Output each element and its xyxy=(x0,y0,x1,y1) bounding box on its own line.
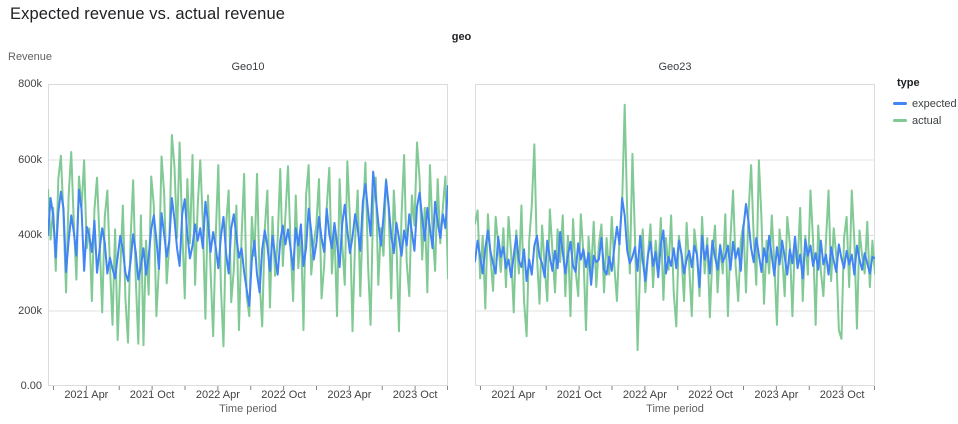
legend-item-label: actual xyxy=(912,114,942,127)
actual-line xyxy=(475,103,875,352)
expected-line xyxy=(475,197,875,289)
x-tick-label: 2023 Oct xyxy=(392,389,438,401)
x-tick-label: 2022 Apr xyxy=(195,389,240,401)
legend-item-label: expected xyxy=(912,97,957,110)
line-chart-panel xyxy=(48,84,448,390)
y-tick-label: 400k xyxy=(18,229,42,241)
chart-title: Expected revenue vs. actual revenue xyxy=(10,5,286,23)
x-tick-label: 2022 Oct xyxy=(688,389,733,401)
x-tick-label: 2021 Oct xyxy=(556,389,602,401)
x-tick-label: 2021 Apr xyxy=(64,389,109,401)
x-axis-title: Time period xyxy=(646,403,704,415)
y-tick-label: 0.00 xyxy=(20,380,42,392)
line-chart-panel xyxy=(475,84,875,390)
y-axis-title: Revenue xyxy=(8,51,53,63)
x-axis-title: Time period xyxy=(219,403,277,415)
panel-title: Geo10 xyxy=(231,61,265,73)
x-tick-label: 2023 Apr xyxy=(754,389,799,401)
legend: type expected actual xyxy=(893,77,958,129)
legend-item-actual[interactable]: actual xyxy=(893,112,958,129)
x-tick-label: 2022 Oct xyxy=(261,389,306,401)
x-tick-label: 2021 Oct xyxy=(129,389,175,401)
panel-title: Geo23 xyxy=(658,61,692,73)
legend-title: type xyxy=(897,77,920,89)
expected-series-swatch-icon xyxy=(893,102,907,105)
x-tick-label: 2022 Apr xyxy=(622,389,667,401)
y-tick-label: 800k xyxy=(18,78,42,90)
facet-field-label: geo xyxy=(451,31,472,43)
legend-item-expected[interactable]: expected xyxy=(893,95,958,112)
expected-line xyxy=(48,170,448,307)
x-tick-label: 2023 Oct xyxy=(819,389,865,401)
actual-series-swatch-icon xyxy=(893,119,907,122)
actual-line xyxy=(48,133,448,348)
x-tick-label: 2021 Apr xyxy=(491,389,536,401)
y-tick-label: 200k xyxy=(18,304,42,317)
x-tick-label: 2023 Apr xyxy=(327,389,372,401)
y-tick-label: 600k xyxy=(18,153,42,166)
